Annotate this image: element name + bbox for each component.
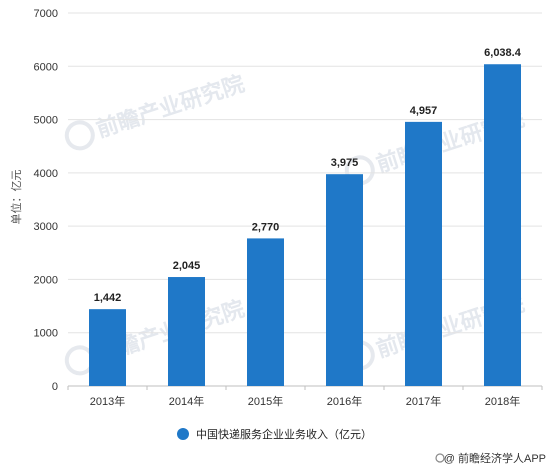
x-tick-label: 2016年 (327, 394, 362, 408)
y-tick-label: 6000 (34, 61, 58, 73)
y-tick-label: 2000 (34, 274, 58, 286)
footer-logo: @ 前瞻经济学人APP (435, 451, 546, 465)
logo-icon (435, 453, 445, 463)
bar (247, 238, 284, 386)
legend-marker (177, 428, 189, 440)
data-label: 1,442 (94, 292, 122, 304)
watermark-layer: 前瞻产业研究院前瞻产业研究院前瞻产业研究院前瞻产业研究院 (64, 71, 527, 376)
y-tick-label: 0 (52, 381, 58, 393)
x-tick-label: 2015年 (248, 394, 283, 408)
bars (89, 64, 521, 387)
legend: 中国快递服务企业业务收入（亿元） (177, 427, 372, 441)
legend-label: 中国快递服务企业业务收入（亿元） (196, 427, 372, 441)
bar (484, 64, 521, 387)
y-axis-title: 单位：亿元 (9, 170, 23, 225)
data-labels: 1,442 2,045 2,770 3,975 4,957 6,038.4 (94, 47, 522, 304)
bar (89, 309, 126, 386)
y-tick-label: 4000 (34, 168, 58, 180)
y-tick-label: 5000 (34, 115, 58, 127)
y-tick-labels: 0 1000 2000 3000 4000 5000 6000 7000 (34, 8, 58, 393)
data-label: 6,038.4 (484, 47, 522, 59)
data-label: 4,957 (410, 105, 438, 117)
y-tick-label: 1000 (34, 328, 58, 340)
bar (326, 174, 363, 386)
x-tick-label: 2014年 (169, 394, 204, 408)
x-tick-labels: 2013年 2014年 2015年 2016年 2017年 2018年 (90, 394, 520, 408)
x-tick-label: 2017年 (406, 394, 441, 408)
footer-text: @ 前瞻经济学人APP (444, 451, 546, 465)
x-tick-label: 2013年 (90, 394, 125, 408)
data-label: 2,045 (173, 260, 201, 272)
bar (168, 277, 205, 386)
x-tick-label: 2018年 (485, 394, 520, 408)
watermark-logo-icon (64, 120, 95, 151)
data-label: 3,975 (331, 157, 359, 169)
y-tick-label: 7000 (34, 8, 58, 20)
grid-lines (67, 12, 543, 390)
bar (405, 121, 442, 386)
watermark-text: 前瞻产业研究院 (93, 71, 247, 142)
data-label: 2,770 (252, 221, 280, 233)
watermark: 前瞻产业研究院 (64, 71, 247, 151)
y-tick-label: 3000 (34, 221, 58, 233)
